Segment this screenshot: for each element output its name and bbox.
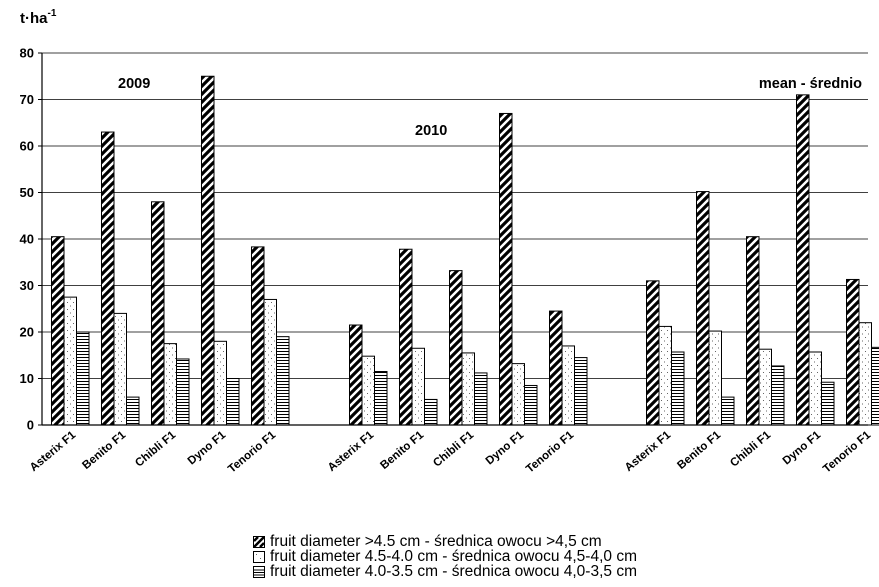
x-tick-label: Asterix F1 <box>326 429 377 474</box>
bar <box>746 236 760 426</box>
bar <box>846 278 860 426</box>
bar <box>646 280 660 426</box>
legend-item: fruit diameter >4.5 cm - średnica owocu … <box>253 534 637 549</box>
bar <box>374 371 388 426</box>
bar <box>63 296 77 426</box>
bar <box>561 345 575 426</box>
bar <box>226 378 240 426</box>
bar <box>201 75 215 426</box>
bar <box>424 398 438 426</box>
x-tick-label: Asterix F1 <box>623 429 674 474</box>
x-tick-label: Benito F1 <box>378 429 426 472</box>
legend-label: fruit diameter >4.5 cm - średnica owocu … <box>270 533 602 550</box>
y-tick-label: 30 <box>20 278 34 293</box>
y-tick-label: 80 <box>20 46 34 61</box>
bar <box>511 363 525 426</box>
x-tick-label: Chibli F1 <box>728 429 773 470</box>
bar <box>499 112 513 426</box>
x-tick-label: Dyno F1 <box>484 429 527 468</box>
bars <box>51 75 879 426</box>
bar <box>658 325 672 426</box>
bar <box>796 94 810 426</box>
y-unit: t·ha-1 <box>20 8 57 27</box>
legend-item: fruit diameter 4.0-3.5 cm - średnica owo… <box>253 564 637 579</box>
y-tick-label: 0 <box>27 418 34 433</box>
bar <box>213 340 227 426</box>
x-tick-label: Benito F1 <box>675 429 723 472</box>
y-tick-label: 40 <box>20 232 34 247</box>
y-tick-label: 20 <box>20 325 34 340</box>
bar <box>76 331 90 426</box>
bar <box>399 248 413 426</box>
y-tick-label: 60 <box>20 139 34 154</box>
legend-swatch-dots <box>253 550 265 563</box>
bar <box>276 336 290 426</box>
group-labels: 2009 2010 mean - średnio <box>118 76 862 139</box>
bar <box>461 352 475 426</box>
bar <box>349 324 363 426</box>
bar <box>821 381 835 426</box>
bar <box>113 312 127 426</box>
y-tick-label: 10 <box>20 371 34 386</box>
bar <box>101 131 115 426</box>
legend-label: fruit diameter 4.5-4.0 cm - średnica owo… <box>270 548 637 565</box>
bar <box>126 396 140 426</box>
x-tick-label: Tenorio F1 <box>821 429 874 476</box>
y-tick-labels: 0 10 20 30 40 50 60 70 80 <box>20 46 34 433</box>
bar <box>721 396 735 426</box>
bar <box>176 358 190 426</box>
x-tick-label: Dyno F1 <box>781 429 824 468</box>
bar <box>474 372 488 426</box>
bar <box>858 322 872 426</box>
group-label: mean - średnio <box>759 76 862 92</box>
bar <box>771 365 785 426</box>
bar <box>361 355 375 426</box>
bar <box>251 246 265 426</box>
bar <box>708 330 722 426</box>
legend-swatch-horizontal <box>253 565 265 578</box>
x-tick-label: Tenorio F1 <box>524 429 577 476</box>
bar <box>808 351 822 426</box>
legend-swatch-diagonal <box>253 535 265 548</box>
bar <box>696 191 710 426</box>
bar <box>758 348 772 426</box>
legend: fruit diameter >4.5 cm - średnica owocu … <box>253 534 637 579</box>
bar <box>549 310 563 426</box>
bar <box>263 298 277 426</box>
group-label: 2009 <box>118 76 150 92</box>
x-tick-label: Tenorio F1 <box>226 429 279 476</box>
y-tick-label: 70 <box>20 92 34 107</box>
y-tick-label: 50 <box>20 185 34 200</box>
bar <box>411 347 425 426</box>
legend-label: fruit diameter 4.0-3.5 cm - średnica owo… <box>270 563 637 580</box>
bar <box>671 351 685 426</box>
x-tick-label: Benito F1 <box>80 429 128 472</box>
bar <box>51 236 65 426</box>
bar <box>574 357 588 426</box>
bar <box>871 346 879 426</box>
axes <box>41 53 868 426</box>
bar <box>151 201 165 426</box>
x-tick-labels: Asterix F1 Benito F1 Chibli F1 Dyno F1Tenor… <box>28 429 874 476</box>
x-tick-label: Chibli F1 <box>431 429 476 470</box>
legend-item: fruit diameter 4.5-4.0 cm - średnica owo… <box>253 549 637 564</box>
x-tick-label: Chibli F1 <box>133 429 178 470</box>
group-label: 2010 <box>415 123 447 139</box>
bar <box>163 343 177 426</box>
bar <box>449 270 463 426</box>
bar <box>524 384 538 426</box>
x-tick-label: Asterix F1 <box>28 429 79 474</box>
x-tick-label: Dyno F1 <box>186 429 229 468</box>
